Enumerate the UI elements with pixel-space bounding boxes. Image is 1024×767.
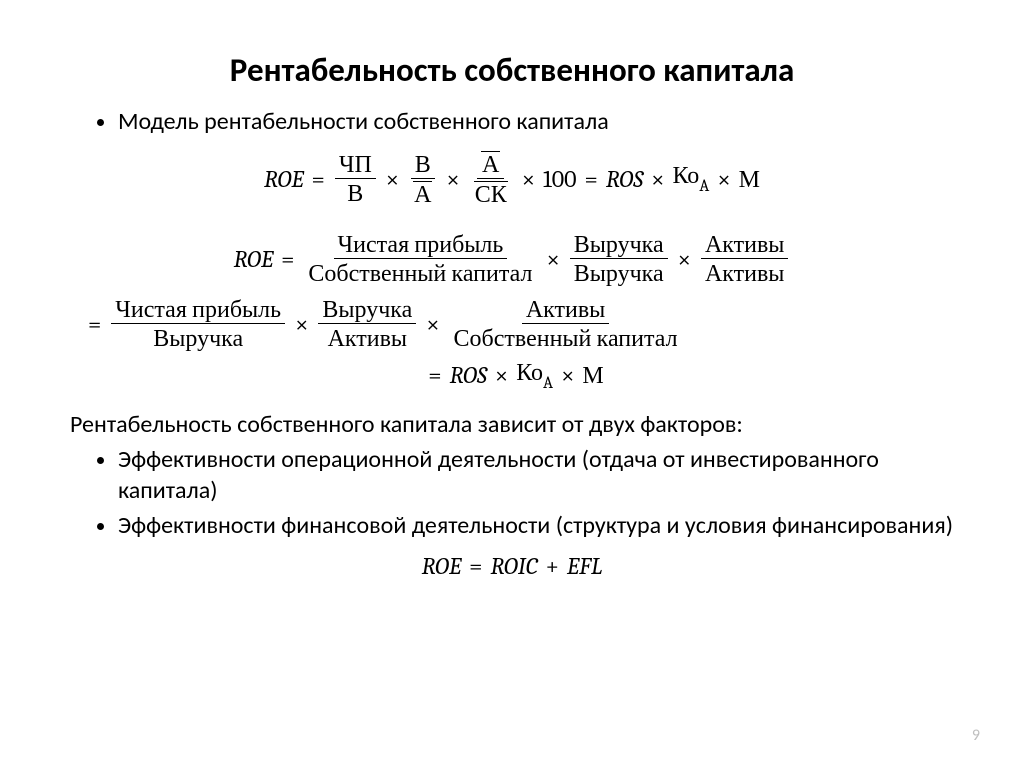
overline-a: А [481,151,500,176]
frac-num: А [477,149,504,179]
frac-den: СК [470,179,512,208]
tok-roe: ROE [264,167,304,191]
formula-roe-short: ROE = ЧП В × В А × А СК × 100 = [70,145,954,212]
frac-v-abar: В А [409,150,436,208]
bullet-financial: Эффективности финансовой деятельности (с… [118,510,954,541]
tok-mult: × [553,363,582,387]
tok-eq: = [304,167,333,191]
tok-mult: × [670,247,699,271]
tok-koa: КоA [516,360,553,391]
tok-eq: = [461,554,490,578]
tok-roic: ROIC [490,554,537,578]
frac-num: В [411,150,435,179]
bullet-list-2: Эффективности операционной деятельности … [70,444,954,542]
frac-chp-vyr: Чистая прибыль Выручка [111,295,285,352]
formula-roe-expanded: ROE = Чистая прибыль Собственный капитал… [70,226,954,395]
frac-den: Собственный капитал [304,259,536,287]
frac-vyr-vyr: Выручка Выручка [570,230,668,287]
tok-100: 100 [543,167,577,191]
tok-roe: ROE [234,247,274,271]
frac-num: Чистая прибыль [111,295,285,324]
overline-a: А [413,181,432,206]
bullet-model: Модель рентабельности собственного капит… [118,106,954,137]
tok-mult: × [539,247,568,271]
tok-efl: EFL [567,554,602,578]
frac-vyr-akt: Выручка Активы [318,295,416,352]
frac-chp-v: ЧП В [335,150,376,207]
overline-sk: СК [474,181,508,206]
tok-plus: + [538,554,567,578]
frac-akt-akt: Активы Активы [701,230,788,287]
tok-m: М [582,363,603,387]
tok-mult: × [287,312,316,336]
tok-m: М [739,167,760,191]
frac-den: А [409,179,436,208]
tok-mult: × [438,167,467,191]
tok-mult: × [709,167,738,191]
page-title: Рентабельность собственного капитала [70,50,954,90]
frac-den: Собственный капитал [450,324,682,352]
bullet-operational: Эффективности операционной деятельности … [118,444,954,506]
tok-eq: = [80,312,109,336]
tok-eq: = [577,167,606,191]
tok-ros: ROS [450,363,487,387]
frac-akt-sk: Активы Собственный капитал [450,295,682,352]
bullet-list-1: Модель рентабельности собственного капит… [70,106,954,137]
tok-mult: × [643,167,672,191]
tok-eq: = [273,247,302,271]
tok-ros: ROS [606,167,643,191]
frac-den: Активы [701,259,788,287]
tok-mult: × [514,167,543,191]
frac-num: Активы [701,230,788,259]
frac-num: Чистая прибыль [334,230,508,259]
frac-den: Активы [324,324,411,352]
tok-koa: КоA [672,163,709,194]
tok-roe: ROE [422,554,462,578]
frac-abar-sk: А СК [470,149,512,208]
frac-num: Активы [522,295,609,324]
page-number: 9 [972,726,980,745]
tok-mult: × [378,167,407,191]
body-factors: Рентабельность собственного капитала зав… [70,409,954,440]
frac-chp-sk: Чистая прибыль Собственный капитал [304,230,536,287]
frac-num: ЧП [335,150,376,179]
tok-mult: × [418,312,447,336]
frac-den: Выручка [149,324,247,352]
formula-roe-roic-efl: ROE = ROIC + EFL [70,550,954,582]
frac-num: Выручка [318,295,416,324]
frac-den: В [343,179,367,207]
tok-mult: × [487,363,516,387]
frac-den: Выручка [570,259,668,287]
frac-num: Выручка [570,230,668,259]
tok-eq: = [420,363,449,387]
